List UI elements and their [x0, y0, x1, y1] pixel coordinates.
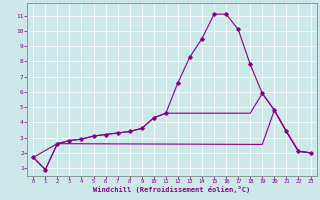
X-axis label: Windchill (Refroidissement éolien,°C): Windchill (Refroidissement éolien,°C) [93, 186, 251, 193]
